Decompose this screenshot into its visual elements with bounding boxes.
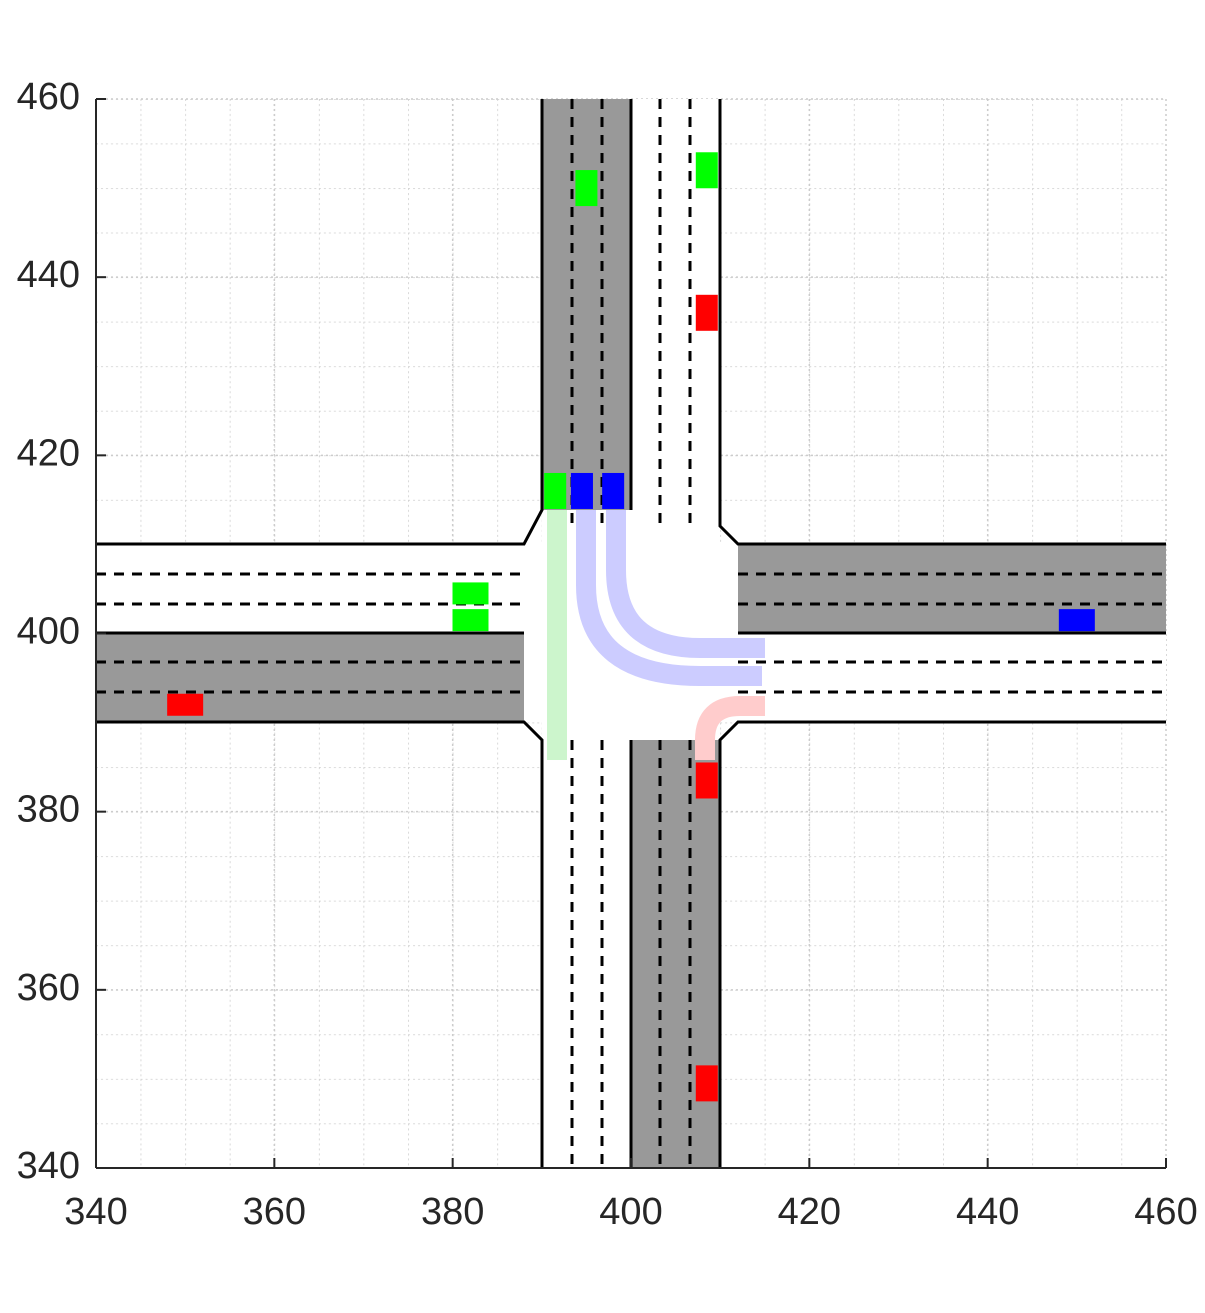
- vehicle: [575, 170, 598, 207]
- x-tick-label: 440: [956, 1191, 1019, 1233]
- vehicle: [544, 472, 567, 509]
- y-tick-label: 440: [17, 254, 80, 296]
- vehicle: [695, 1065, 718, 1102]
- x-tick-label: 460: [1134, 1191, 1197, 1233]
- trajectories: [547, 510, 765, 760]
- x-tick-label: 340: [64, 1191, 127, 1233]
- vehicle: [1058, 609, 1095, 632]
- vehicle: [570, 472, 593, 509]
- y-tick-label: 380: [17, 789, 80, 831]
- vehicle: [452, 582, 489, 605]
- y-tick-label: 400: [17, 611, 80, 653]
- y-tick-label: 340: [17, 1145, 80, 1187]
- vehicle: [695, 762, 718, 799]
- x-tick-label: 400: [599, 1191, 662, 1233]
- y-tick-label: 420: [17, 432, 80, 474]
- vehicle: [452, 609, 489, 632]
- y-tick-label: 360: [17, 967, 80, 1009]
- x-tick-label: 360: [243, 1191, 306, 1233]
- y-tick-label: 460: [17, 76, 80, 118]
- vehicle: [167, 693, 204, 716]
- x-tick-label: 420: [778, 1191, 841, 1233]
- x-tick-label: 380: [421, 1191, 484, 1233]
- vehicle: [695, 152, 718, 189]
- vehicle: [695, 294, 718, 331]
- vehicle: [602, 472, 625, 509]
